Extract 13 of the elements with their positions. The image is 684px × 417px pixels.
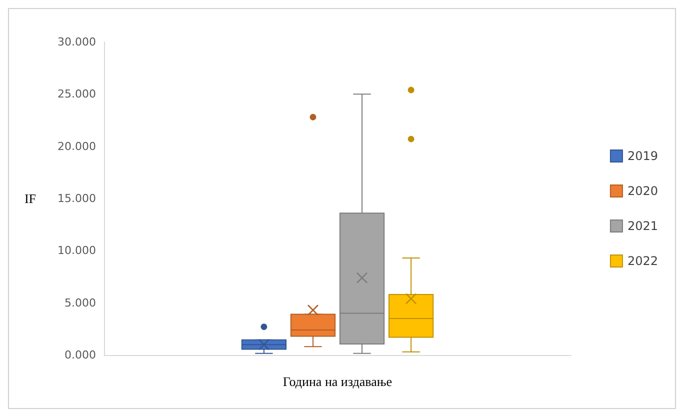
legend-label: 2022 bbox=[627, 254, 658, 268]
legend-label: 2021 bbox=[627, 219, 658, 233]
y-tick-label: 5.000 bbox=[64, 296, 96, 310]
y-axis-title: IF bbox=[24, 191, 36, 206]
y-tick-label: 20.000 bbox=[58, 140, 96, 153]
y-tick-label: 30.000 bbox=[58, 36, 96, 48]
y-tick-label: 0.000 bbox=[64, 348, 96, 362]
x-axis-title: Година на издавање bbox=[282, 374, 392, 389]
y-tick-label: 25.000 bbox=[58, 88, 96, 101]
legend-label: 2019 bbox=[627, 149, 658, 163]
y-tick-label: 10.000 bbox=[58, 244, 96, 258]
y-tick-label: 15.000 bbox=[58, 192, 96, 205]
legend-label: 2020 bbox=[627, 184, 658, 198]
